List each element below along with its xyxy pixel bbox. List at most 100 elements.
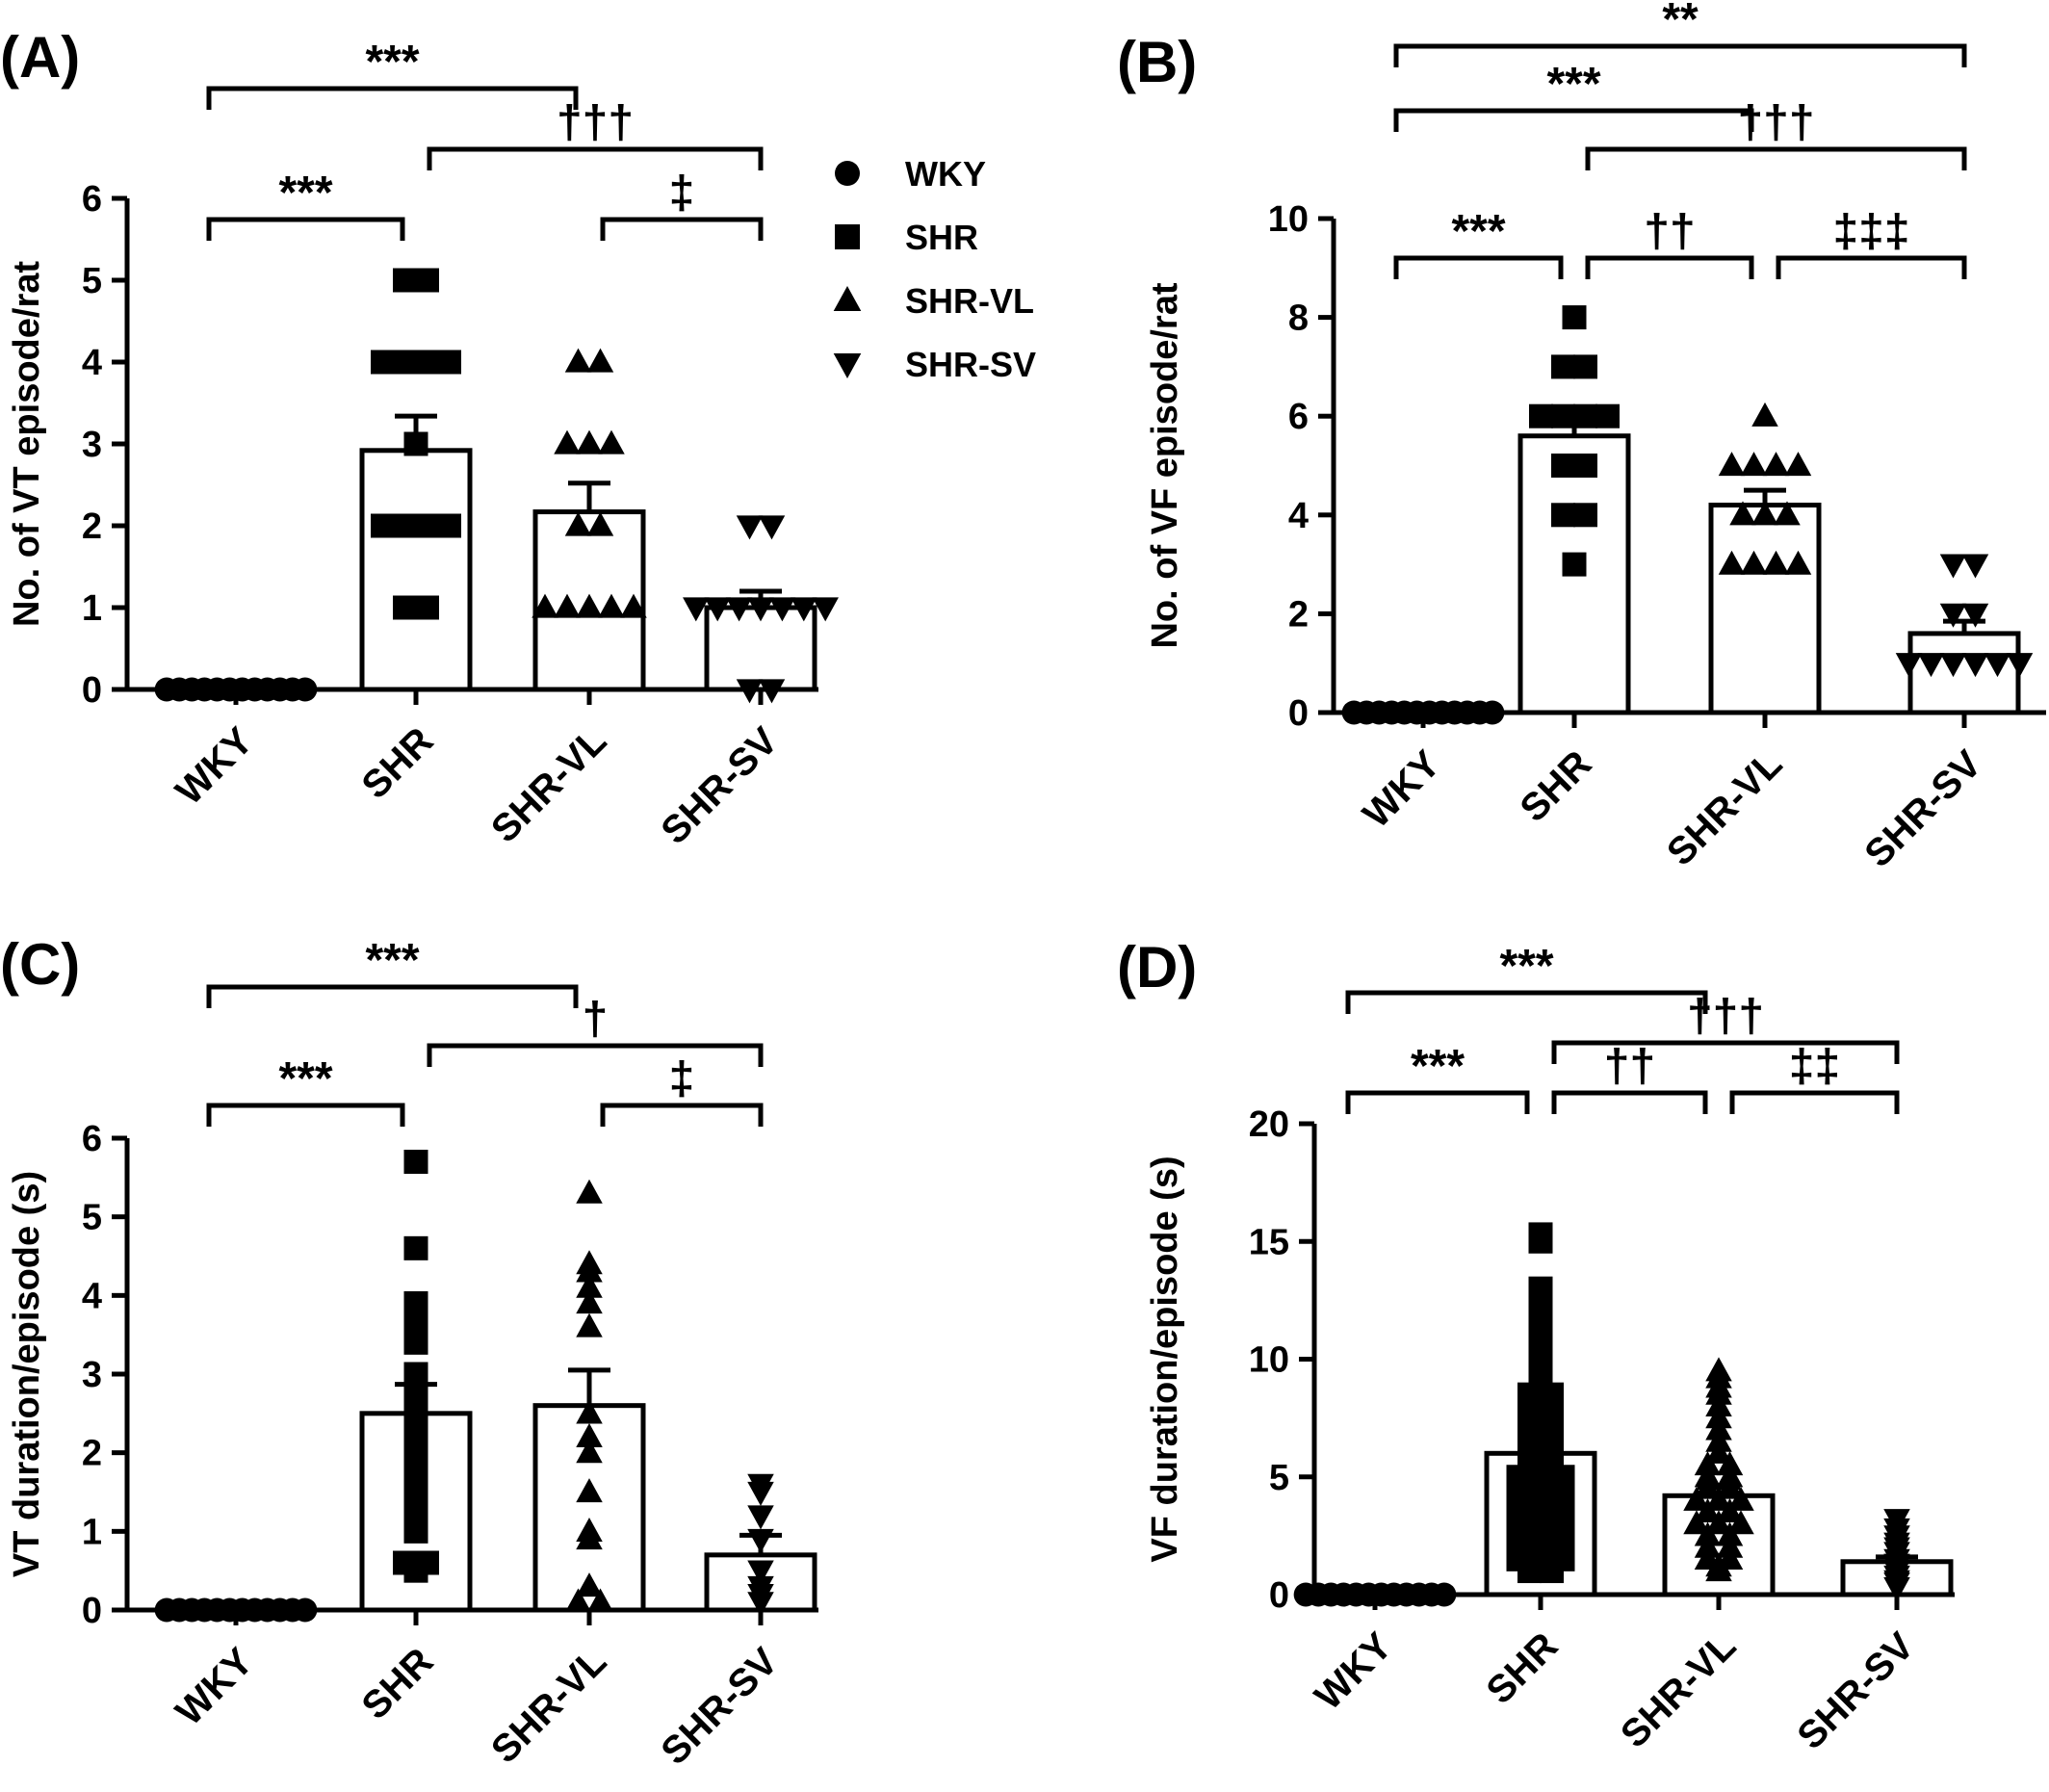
data-point <box>1883 1577 1910 1602</box>
category-label: SHR <box>354 1640 442 1727</box>
data-point <box>576 1439 603 1464</box>
y-tick-label: 4 <box>82 343 102 383</box>
data-point <box>1573 454 1597 478</box>
data-point <box>1984 653 2011 678</box>
y-tick-label: 6 <box>82 179 102 220</box>
data-point <box>747 1560 774 1585</box>
data-point <box>747 1592 774 1617</box>
data-point <box>1895 653 1923 678</box>
data-point <box>1961 554 1989 579</box>
data-point <box>704 597 731 622</box>
y-axis-title: VF duration/episode (s) <box>1145 1156 1185 1562</box>
data-point <box>586 1588 614 1613</box>
data-point <box>1480 700 1505 725</box>
data-point <box>576 1399 603 1424</box>
legend-label: SHR <box>905 218 978 257</box>
category-label: WKY <box>168 1640 261 1733</box>
data-point <box>1939 603 1967 628</box>
significance-label: *** <box>365 37 419 88</box>
y-tick-label: 8 <box>1288 299 1309 339</box>
significance-bracket <box>206 984 579 1008</box>
panel-c: (C) VT duration/episode (s) 0 1 2 3 4 5 6 WKY SHR S… <box>0 932 818 1773</box>
y-axis-title: No. of VT episode/rat <box>7 261 47 627</box>
y-tick-label: 1 <box>82 1512 102 1552</box>
panel-b: (B) No. of VF episode/rat 0 2 4 6 8 10 WKY SHR SHR… <box>1117 0 2046 875</box>
data-point <box>293 677 318 702</box>
data-point <box>576 429 603 454</box>
panel-label: (C) <box>0 932 80 997</box>
data-point <box>1727 1486 1754 1511</box>
bar-shr-vl <box>1708 503 1822 715</box>
data-point <box>371 513 395 538</box>
y-tick-label: 4 <box>1288 496 1309 536</box>
significance-label: *** <box>278 168 332 219</box>
y-tick-label: 2 <box>82 506 102 547</box>
panel-label: (A) <box>0 25 80 90</box>
y-tick-label: 1 <box>82 588 102 629</box>
category-label: WKY <box>1355 742 1448 836</box>
y-axis-title: No. of VF episode/rat <box>1145 282 1185 648</box>
data-point <box>1961 603 1989 628</box>
data-point <box>403 1558 428 1583</box>
data-point <box>564 348 592 373</box>
data-point <box>1529 403 1553 429</box>
data-point <box>1774 501 1801 526</box>
y-tick-label: 6 <box>1288 397 1309 437</box>
category-label: SHR-SV <box>1856 742 1989 875</box>
category-label: SHR <box>1513 742 1600 830</box>
data-point <box>1705 1486 1732 1511</box>
y-tick-label: 5 <box>1269 1458 1289 1498</box>
significance-label: ‡‡‡ <box>1832 206 1909 257</box>
data-point <box>683 597 710 622</box>
significance-label: *** <box>1451 206 1505 257</box>
significance-bracket <box>1551 1040 1900 1064</box>
panel-label: (B) <box>1117 30 1197 94</box>
data-point <box>1540 1559 1564 1584</box>
data-point <box>1917 653 1945 678</box>
significance-bracket <box>1393 43 1967 67</box>
data-point <box>1751 402 1778 427</box>
panel-a: (A) No. of VT episode/rat 0 1 2 3 4 5 6 WKY SHR SHR… <box>0 25 839 852</box>
category-label: SHR-SV <box>653 1640 786 1773</box>
category-label: SHR-VL <box>483 1640 614 1771</box>
significance-bracket <box>1345 990 1708 1014</box>
data-point <box>576 1422 603 1447</box>
data-point <box>747 1481 774 1506</box>
data-point <box>1551 503 1575 528</box>
data-point <box>564 1588 592 1613</box>
data-point <box>576 1572 603 1597</box>
data-point <box>1551 354 1575 379</box>
data-point <box>758 679 786 704</box>
significance-label: †† <box>1604 1041 1655 1092</box>
data-point <box>1517 1559 1542 1584</box>
y-tick-label: 20 <box>1249 1104 1289 1145</box>
y-tick-label: 15 <box>1249 1222 1289 1262</box>
y-tick-label: 0 <box>1269 1575 1289 1616</box>
data-point <box>1784 550 1812 575</box>
y-tick-label: 0 <box>82 670 102 711</box>
legend-label: SHR-VL <box>905 281 1034 321</box>
legend-marker <box>835 224 860 249</box>
data-point <box>576 1525 603 1550</box>
data-point <box>1705 1439 1732 1464</box>
data-point <box>1595 403 1620 429</box>
data-point <box>576 593 603 618</box>
category-label: WKY <box>168 719 261 813</box>
data-point <box>564 511 592 536</box>
data-point <box>586 511 614 536</box>
data-point <box>1562 552 1587 577</box>
data-point <box>415 268 439 293</box>
data-point <box>403 1495 428 1520</box>
significance-bracket <box>1776 255 1967 279</box>
panel-label: (D) <box>1117 935 1197 1000</box>
data-point <box>1939 653 1967 678</box>
category-label: SHR-VL <box>483 719 614 850</box>
significance-bracket <box>1729 1090 1900 1114</box>
data-point <box>437 513 461 538</box>
y-tick-label: 0 <box>1288 693 1309 734</box>
data-point <box>1551 454 1575 478</box>
y-tick-label: 5 <box>82 1198 102 1238</box>
y-tick-label: 2 <box>1288 594 1309 635</box>
data-point <box>736 679 764 704</box>
data-point <box>437 350 461 375</box>
